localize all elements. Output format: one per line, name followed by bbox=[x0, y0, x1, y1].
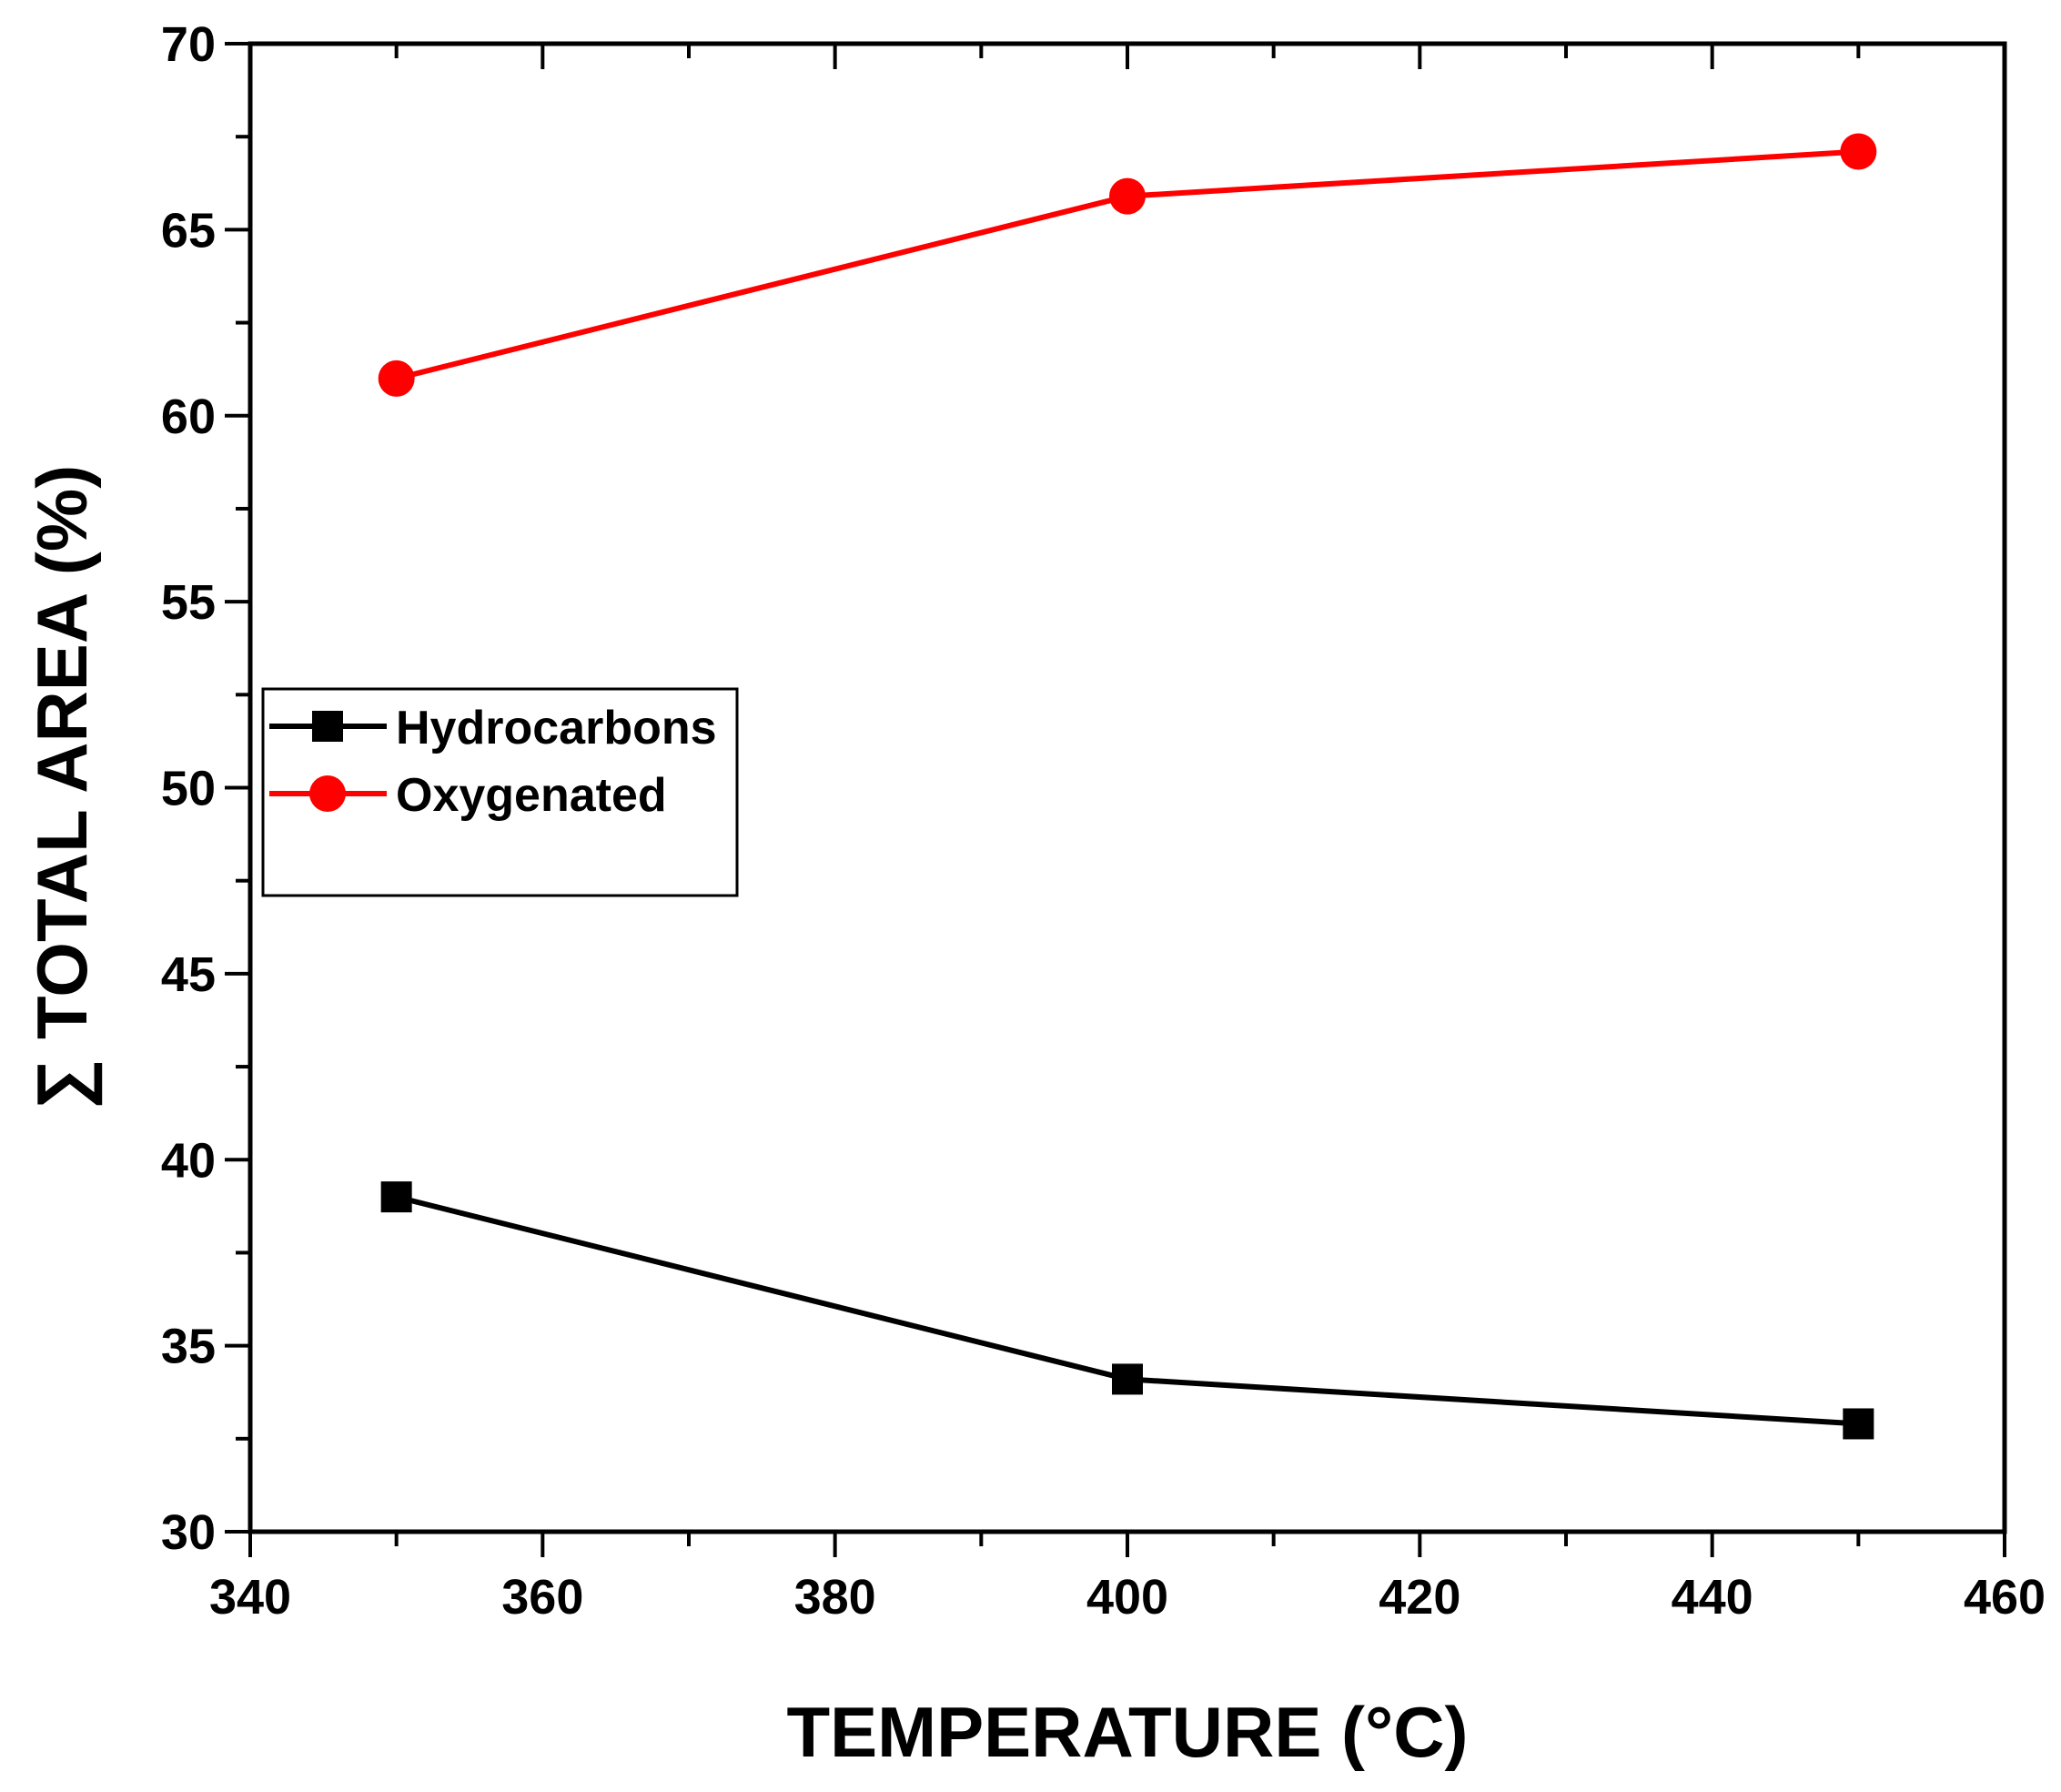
y-tick-label: 45 bbox=[161, 947, 216, 1002]
plot-frame bbox=[248, 41, 2007, 1534]
y-tick-label: 60 bbox=[161, 390, 216, 444]
data-point-hydrocarbons bbox=[1112, 1363, 1143, 1395]
x-tick-label: 380 bbox=[794, 1570, 876, 1625]
y-tick-label: 70 bbox=[161, 17, 216, 72]
x-tick-label: 460 bbox=[1964, 1570, 2046, 1625]
x-axis-title: TEMPERATURE (°C) bbox=[786, 1692, 1468, 1772]
legend-label-oxygenated: Oxygenated bbox=[396, 769, 667, 822]
x-tick-label: 440 bbox=[1672, 1570, 1753, 1625]
data-point-hydrocarbons bbox=[1843, 1408, 1874, 1440]
legend-label-hydrocarbons: Hydrocarbons bbox=[396, 702, 717, 754]
y-axis-title: ∑ TOTAL AREA (%) bbox=[22, 465, 103, 1109]
y-tick-label: 65 bbox=[161, 203, 216, 258]
legend-marker-square bbox=[312, 711, 343, 742]
x-tick-label: 340 bbox=[209, 1570, 291, 1625]
series-line-hydrocarbons bbox=[1126, 1376, 1859, 1427]
x-tick-label: 400 bbox=[1086, 1570, 1168, 1625]
x-tick-label: 360 bbox=[501, 1570, 583, 1625]
y-tick-label: 55 bbox=[161, 575, 216, 630]
legend-marker-circle bbox=[309, 775, 346, 812]
data-point-hydrocarbons bbox=[380, 1181, 412, 1213]
y-tick-label: 35 bbox=[161, 1320, 216, 1374]
series-line-oxygenated bbox=[1126, 148, 1859, 199]
y-tick-label: 40 bbox=[161, 1133, 216, 1188]
data-point-oxygenated bbox=[1840, 133, 1877, 170]
y-tick-label: 50 bbox=[161, 762, 216, 816]
legend: Hydrocarbons Oxygenated bbox=[261, 687, 739, 897]
axis-ticks: 340 360 380 400 420 440 460 30 35 40 45 50 55 60 65 70 bbox=[161, 17, 2046, 1625]
data-point-oxygenated bbox=[1109, 177, 1146, 215]
series-line-oxygenated bbox=[395, 193, 1128, 381]
data-point-oxygenated bbox=[378, 359, 415, 397]
series-group bbox=[378, 133, 1877, 1440]
series-line-hydrocarbons bbox=[395, 1194, 1128, 1382]
x-tick-label: 420 bbox=[1379, 1570, 1460, 1625]
y-tick-label: 30 bbox=[161, 1505, 216, 1560]
